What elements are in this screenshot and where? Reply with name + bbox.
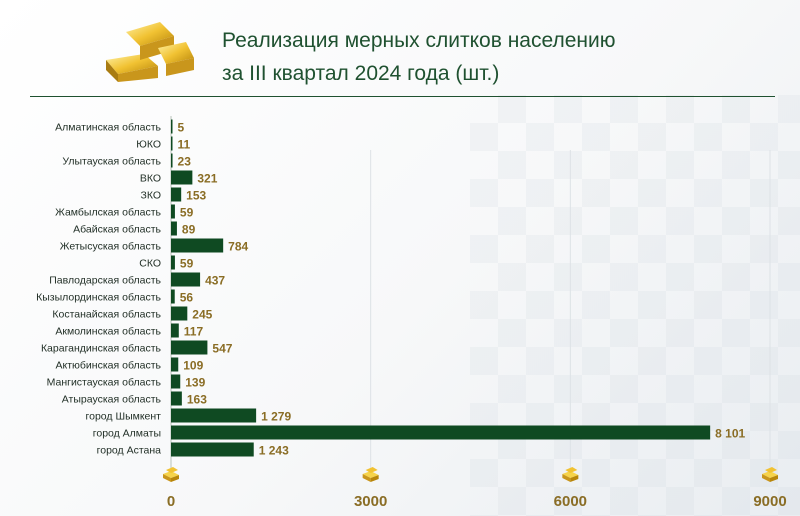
- category-label: Улытауская область: [62, 156, 161, 168]
- category-label: ЗКО: [140, 190, 161, 202]
- bar: [171, 408, 257, 423]
- title-line-2: за III квартал 2024 года (шт.): [222, 62, 500, 85]
- value-label: 245: [192, 308, 212, 322]
- bar: [171, 272, 201, 287]
- value-label: 117: [184, 325, 204, 339]
- category-label: Алматинская область: [55, 122, 161, 134]
- value-label: 139: [185, 376, 205, 390]
- category-label: Костанайская область: [52, 309, 161, 321]
- value-label: 8 101: [715, 427, 745, 441]
- bar: [171, 323, 179, 338]
- value-label: 321: [197, 172, 217, 186]
- bar: [171, 153, 173, 168]
- bar: [171, 255, 175, 270]
- value-label: 547: [212, 342, 232, 356]
- x-tick-label: 3000: [354, 493, 387, 510]
- bar: [171, 187, 182, 202]
- gold-bar-icon: [562, 467, 579, 482]
- bar: [171, 306, 188, 321]
- bar: [171, 119, 173, 134]
- value-label: 89: [182, 223, 196, 237]
- bar: [171, 340, 208, 355]
- category-label: СКО: [139, 258, 161, 270]
- value-label: 163: [187, 393, 207, 407]
- bar: [171, 289, 175, 304]
- category-label: Мангистауская область: [47, 377, 162, 389]
- category-label: Акмолинская область: [55, 326, 161, 338]
- gold-bar-icon: [762, 467, 778, 482]
- category-label: город Астана: [97, 445, 162, 457]
- value-label: 1 243: [259, 444, 289, 458]
- x-tick-label: 9000: [753, 493, 786, 510]
- bar: [171, 357, 179, 372]
- category-label: Павлодарская область: [49, 275, 161, 287]
- value-label: 437: [205, 274, 225, 288]
- category-label: город Шымкент: [86, 411, 162, 423]
- title-line-1: Реализация мерных слитков населению: [222, 29, 616, 52]
- gold-bar-icon: [163, 467, 179, 482]
- value-label: 59: [180, 257, 194, 271]
- bar: [171, 425, 711, 440]
- value-label: 56: [180, 291, 194, 305]
- bar: [171, 238, 224, 253]
- category-label: ВКО: [140, 173, 161, 185]
- gold-bars-icon: [106, 22, 194, 82]
- bar: [171, 374, 181, 389]
- value-label: 59: [180, 206, 194, 220]
- bar: [171, 442, 254, 457]
- x-tick-label: 6000: [554, 493, 587, 510]
- header-divider: [30, 96, 775, 97]
- value-label: 23: [178, 155, 192, 169]
- bar: [171, 221, 177, 236]
- category-label: Кызылординская область: [36, 292, 161, 304]
- value-label: 109: [183, 359, 203, 373]
- bar: [171, 391, 182, 406]
- value-label: 5: [178, 121, 185, 135]
- category-label: ЮКО: [136, 139, 161, 151]
- category-label: Жетысуская область: [60, 241, 162, 253]
- category-label: Абайская область: [73, 224, 161, 236]
- page-title: Реализация мерных слитков населению за I…: [222, 24, 742, 90]
- value-label: 1 279: [261, 410, 291, 424]
- background-pattern: [470, 95, 800, 516]
- x-tick-label: 0: [167, 493, 175, 510]
- category-label: Атырауская область: [62, 394, 162, 406]
- category-label: Жамбылская область: [55, 207, 161, 219]
- value-label: 153: [186, 189, 206, 203]
- value-label: 11: [178, 138, 191, 152]
- category-label: город Алматы: [93, 428, 161, 440]
- gold-bar-icon: [362, 467, 379, 482]
- bar: [171, 204, 175, 219]
- bar: [171, 136, 173, 151]
- category-label: Карагандинская область: [41, 343, 162, 355]
- category-label: Актюбинская область: [56, 360, 162, 372]
- value-label: 784: [228, 240, 248, 254]
- bar: [171, 170, 193, 185]
